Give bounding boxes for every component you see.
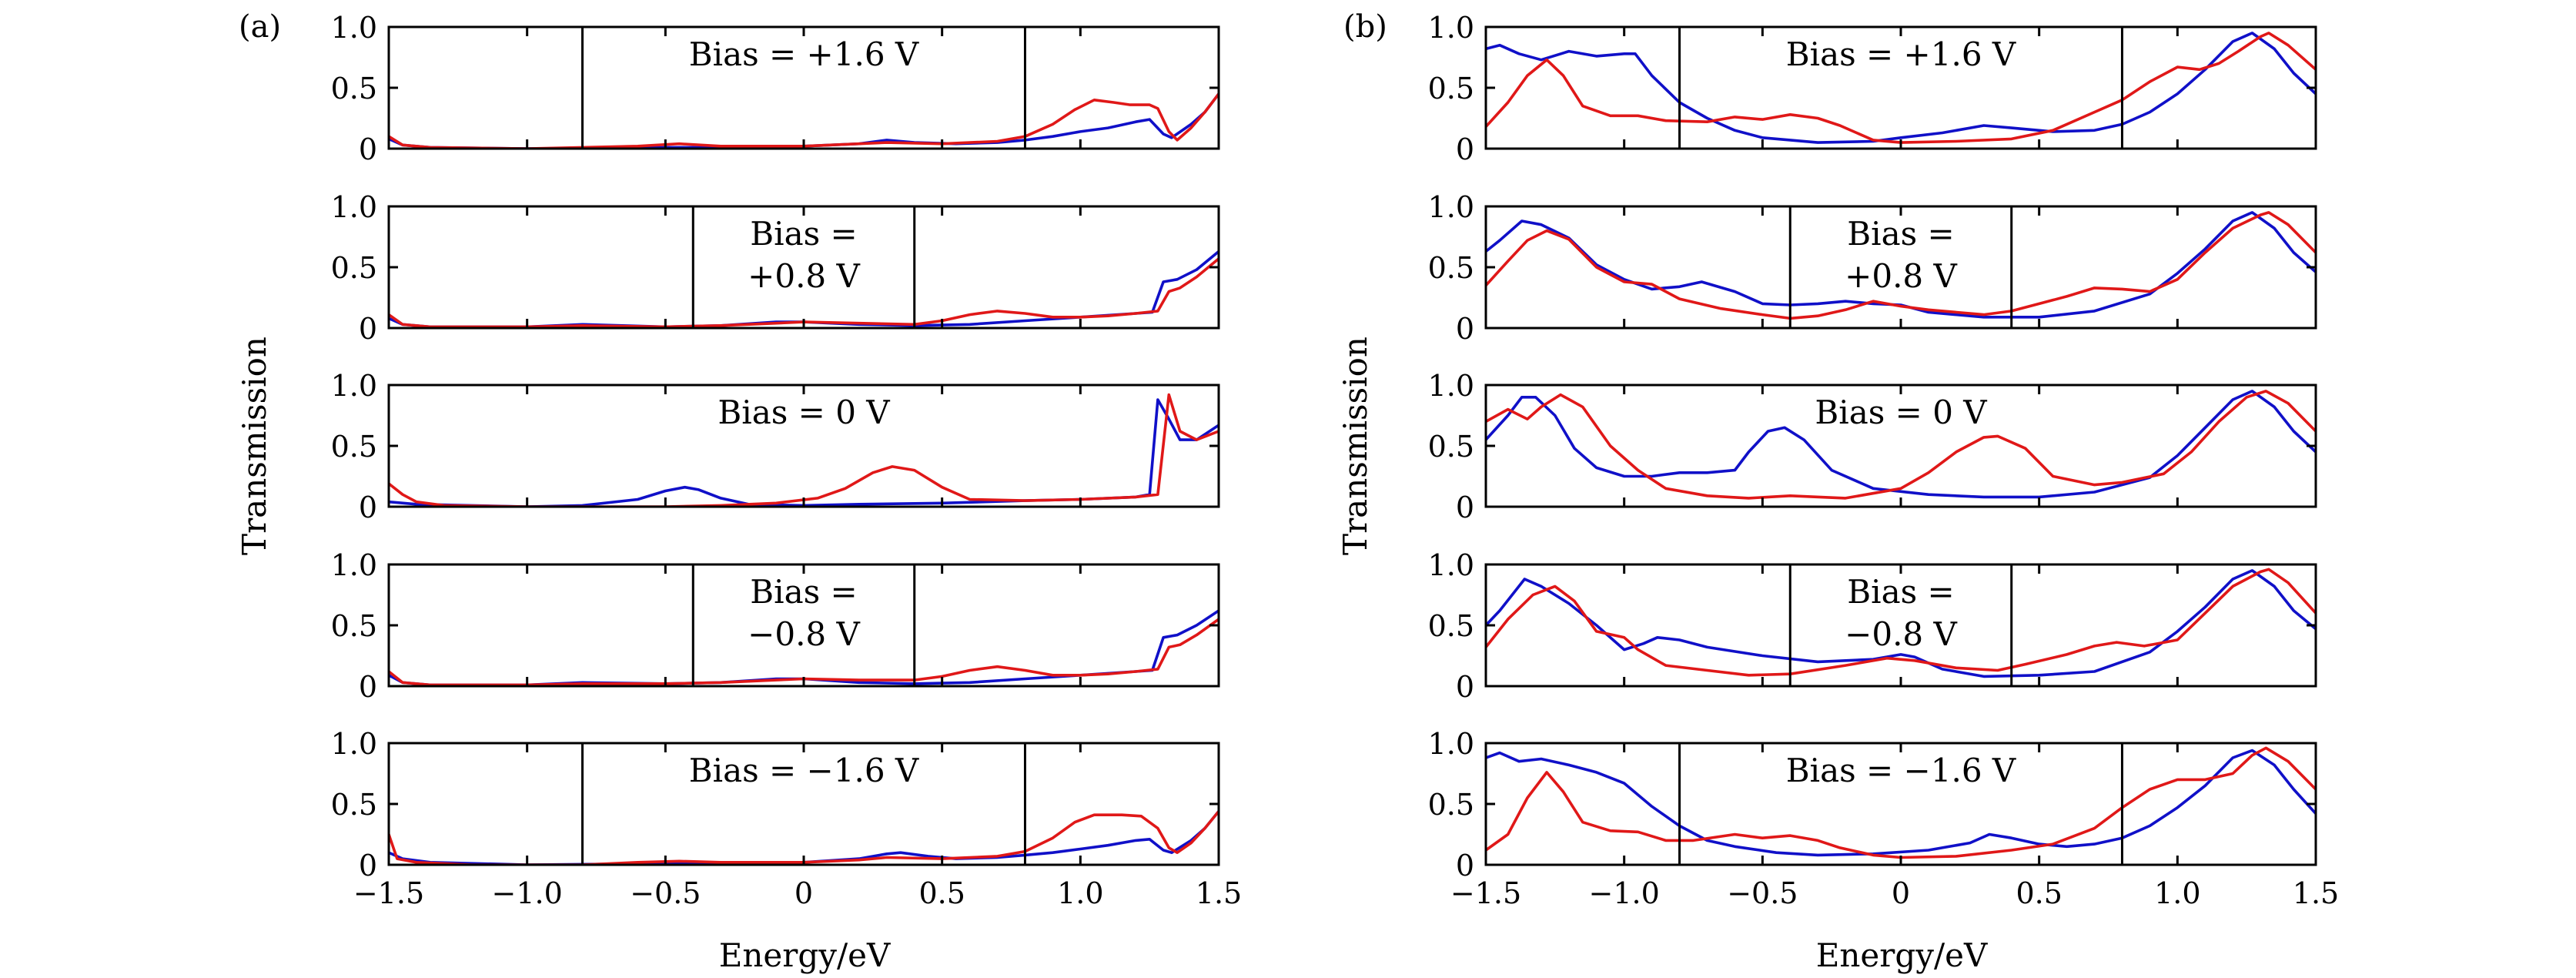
series-red-line <box>389 257 1219 328</box>
y-tick-label: 0.5 <box>1428 430 1474 464</box>
series-red-line <box>1486 32 2316 144</box>
x-axis-label-b: Energy/eV <box>1816 936 1988 974</box>
series-blue-line <box>1486 390 2316 499</box>
y-tick-label: 0.5 <box>331 251 377 285</box>
panel-label-a: (a) <box>239 9 281 45</box>
x-tick-label: 1.0 <box>2154 876 2200 910</box>
x-tick-label: −1.0 <box>492 876 563 910</box>
bias-label-line: Bias = <box>750 573 857 611</box>
subplot-a-4: 0 0.5 1.0 Bias = −0.8 V <box>331 548 1220 704</box>
series-red-line <box>389 809 1219 865</box>
subplot-b-4: 0 0.5 1.0 Bias = −0.8 V <box>1428 548 2317 704</box>
y-tick-label: 1.0 <box>331 727 377 761</box>
bias-label-line: −0.8 V <box>1845 615 1957 653</box>
y-tick-label: 1.0 <box>1428 11 1474 45</box>
y-tick-label: 0 <box>1456 312 1474 346</box>
series-red-line <box>1486 211 2316 320</box>
y-tick-label: 0 <box>359 491 377 524</box>
x-tick-label: −1.0 <box>1589 876 1660 910</box>
y-tick-label: 0.5 <box>331 609 377 643</box>
x-tick-label: 1.0 <box>1057 876 1103 910</box>
bias-label-line: Bias = <box>1847 573 1954 611</box>
subplot-a-2: 0 0.5 1.0 Bias = +0.8 V <box>331 190 1220 346</box>
subplot-a-5: 0 0.5 1.0 Bias = −1.6 V <box>331 727 1220 883</box>
y-tick-label: 0 <box>1456 849 1474 883</box>
y-tick-label: 0 <box>1456 132 1474 166</box>
y-tick-label: 0 <box>359 312 377 346</box>
x-axis-label-a: Energy/eV <box>719 936 891 974</box>
y-tick-label: 0.5 <box>1428 788 1474 822</box>
y-tick-label: 0.5 <box>1428 251 1474 285</box>
x-tick-label: −1.5 <box>1450 876 1521 910</box>
x-tick-label: −0.5 <box>630 876 701 910</box>
x-tick-label: 1.5 <box>1196 876 1242 910</box>
series-red-line <box>1486 746 2316 859</box>
panel-label-b: (b) <box>1343 9 1387 45</box>
bias-label-line: Bias = <box>750 215 857 253</box>
x-tick-label: 0 <box>795 876 813 910</box>
y-tick-label: 0.5 <box>1428 72 1474 106</box>
y-tick-label: 0.5 <box>331 430 377 464</box>
series-red-line <box>1486 568 2316 677</box>
y-tick-label: 1.0 <box>331 548 377 582</box>
y-tick-label: 1.0 <box>1428 369 1474 403</box>
bias-label: Bias = 0 V <box>718 394 890 431</box>
series-blue-line <box>1486 32 2316 144</box>
y-tick-label: 0.5 <box>1428 609 1474 643</box>
y-tick-label: 0.5 <box>331 72 377 106</box>
bias-label-line: +0.8 V <box>1845 257 1957 295</box>
subplot-b-3: 0 0.5 1.0 Bias = 0 V <box>1428 369 2317 524</box>
y-tick-label: 1.0 <box>331 369 377 403</box>
x-tick-label: −0.5 <box>1727 876 1798 910</box>
y-tick-label: 0 <box>1456 491 1474 524</box>
x-tick-label: 0.5 <box>918 876 965 910</box>
bias-label: Bias = −1.6 V <box>689 752 919 789</box>
bias-label: Bias = +1.6 V <box>1786 35 2016 73</box>
bias-label: Bias = +1.6 V <box>689 35 919 73</box>
x-tick-label: −1.5 <box>353 876 424 910</box>
y-tick-label: 1.0 <box>1428 548 1474 582</box>
subplot-b-1: 0 0.5 1.0 Bias = +1.6 V <box>1428 11 2317 166</box>
y-tick-label: 1.0 <box>331 11 377 45</box>
series-red-line <box>1486 390 2316 500</box>
bias-label-line: Bias = <box>1847 215 1954 253</box>
y-tick-label: 0 <box>359 132 377 166</box>
series-red-line <box>389 618 1219 686</box>
y-tick-label: 0.5 <box>331 788 377 822</box>
y-tick-label: 0 <box>1456 670 1474 704</box>
subplot-a-3: 0 0.5 1.0 Bias = 0 V <box>331 369 1220 524</box>
subplot-b-5: 0 0.5 1.0 Bias = −1.6 V <box>1428 727 2317 883</box>
bias-label-line: −0.8 V <box>748 615 860 653</box>
y-tick-label: 1.0 <box>1428 727 1474 761</box>
subplot-b-2: 0 0.5 1.0 Bias = +0.8 V <box>1428 190 2317 346</box>
bias-label: Bias = −1.6 V <box>1786 752 2016 789</box>
series-blue-line <box>1486 211 2316 319</box>
y-tick-label: 0 <box>359 849 377 883</box>
x-tick-label: 0.5 <box>2016 876 2062 910</box>
bias-label: Bias = 0 V <box>1815 394 1987 431</box>
x-tick-label: 0 <box>1892 876 1910 910</box>
bias-label-line: +0.8 V <box>748 257 860 295</box>
x-tick-label: 1.5 <box>2293 876 2339 910</box>
y-tick-label: 0 <box>359 670 377 704</box>
y-axis-label-b: Transmission <box>1337 337 1374 555</box>
series-blue-line <box>1486 749 2316 857</box>
y-tick-label: 1.0 <box>1428 190 1474 224</box>
subplot-a-1: 0 0.5 1.0 Bias = +1.6 V <box>331 11 1220 166</box>
y-tick-label: 1.0 <box>331 190 377 224</box>
y-axis-label-a: Transmission <box>236 337 273 555</box>
